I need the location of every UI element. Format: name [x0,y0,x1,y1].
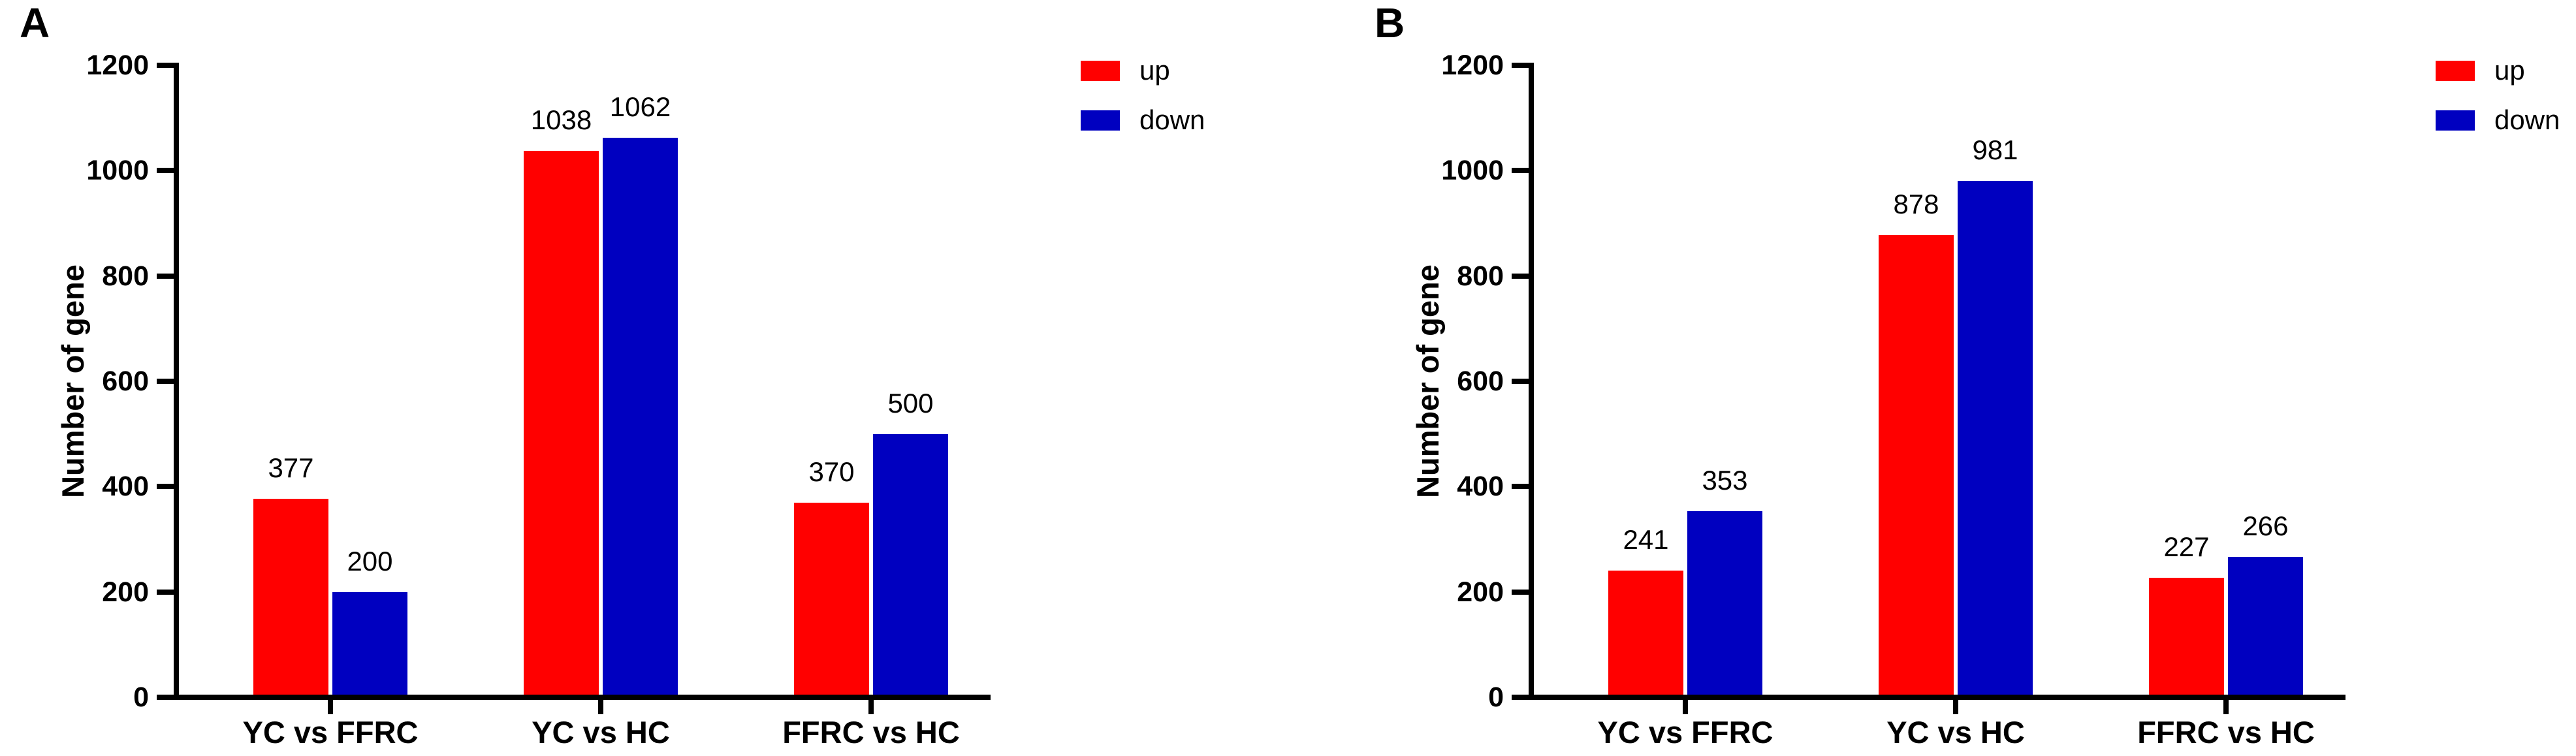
bar-down [332,591,407,697]
bar-value-label: 500 [887,387,934,418]
bar-up [1608,570,1683,697]
bar-down [873,433,948,697]
legend-item-up: up [2436,55,2525,86]
legend-item-down: down [2436,105,2560,135]
legend-label-down: down [2494,104,2560,135]
y-tick [1512,273,1529,279]
bar-value-label: 241 [1623,524,1669,555]
bar-up [1879,234,1954,697]
bar-value-label: 370 [808,456,855,487]
y-tick-label: 200 [102,576,149,608]
y-tick-label: 400 [1457,471,1504,503]
y-tick-label: 200 [1457,576,1504,608]
panel-b: B Number of gene 0 200 400 600 800 1000 1200 YC… [1355,0,2576,756]
x-category-label: YC vs FFRC [242,715,419,749]
bar-value-label: 353 [1702,465,1748,496]
bar-value-label: 227 [2163,531,2210,562]
bar-down [603,138,678,697]
y-tick [1512,589,1529,595]
x-axis-line [174,695,991,700]
y-tick-label: 1000 [86,155,149,187]
bar-value-label: 377 [268,452,314,483]
x-tick [598,700,603,714]
bar-down [2228,557,2303,697]
y-tick-label: 0 [1488,682,1504,713]
y-tick-label: 800 [102,260,149,292]
x-category-label: YC vs HC [532,715,670,749]
x-tick [328,700,333,714]
legend-label-up: up [2494,55,2525,86]
bar-up [794,502,869,697]
legend: up down [2436,55,2576,160]
x-category-label: FFRC vs HC [782,715,960,749]
y-tick [1512,484,1529,490]
x-category-label: YC vs FFRC [1597,715,1773,749]
legend-label-down: down [1139,104,1205,135]
bar-value-label: 878 [1893,188,1939,219]
x-category-label: YC vs HC [1886,715,2025,749]
panel-label-a: A [20,0,50,46]
legend-label-up: up [1139,55,1170,86]
y-tick [1512,168,1529,174]
bar-down [1687,511,1762,697]
legend-item-down: down [1081,105,1205,135]
legend-swatch-up-icon [2436,60,2475,81]
bar-value-label: 1062 [609,91,671,123]
y-tick-label: 600 [1457,366,1504,397]
y-tick [157,168,174,174]
x-axis-line [1529,695,2345,700]
legend-swatch-up-icon [1081,60,1120,81]
bar-value-label: 981 [1972,134,2018,165]
bar-value-label: 266 [2242,511,2289,542]
bar-up [524,150,599,697]
x-category-label: FFRC vs HC [2137,715,2315,749]
legend-swatch-down-icon [1081,110,1120,131]
y-tick-label: 1000 [1441,155,1504,187]
y-tick [157,63,174,68]
y-tick [157,379,174,384]
bar-up [253,498,328,697]
y-tick [157,273,174,279]
panel-a: A Number of gene 0 200 400 600 800 1000 1200 YC… [0,0,1221,756]
y-tick-label: 400 [102,471,149,503]
legend-item-up: up [1081,55,1170,86]
y-tick [1512,379,1529,384]
y-tick [157,484,174,490]
x-tick [868,700,874,714]
legend-swatch-down-icon [2436,110,2475,131]
x-tick [2223,700,2229,714]
y-tick-label: 800 [1457,260,1504,292]
y-tick [157,589,174,595]
bar-down [1958,180,2033,697]
y-tick-label: 600 [102,366,149,397]
legend: up down [1081,55,1316,160]
y-tick [1512,63,1529,68]
x-tick [1683,700,1688,714]
bar-value-label: 1038 [530,104,592,135]
x-tick [1953,700,1958,714]
y-tick-label: 1200 [86,50,149,81]
y-tick-label: 1200 [1441,50,1504,81]
y-tick [1512,695,1529,700]
y-axis-line [174,63,179,700]
y-tick-label: 0 [133,682,149,713]
y-axis-line [1529,63,1534,700]
panel-label-b: B [1375,0,1405,46]
bar-up [2149,577,2224,697]
bar-value-label: 200 [347,545,393,576]
y-tick [157,695,174,700]
